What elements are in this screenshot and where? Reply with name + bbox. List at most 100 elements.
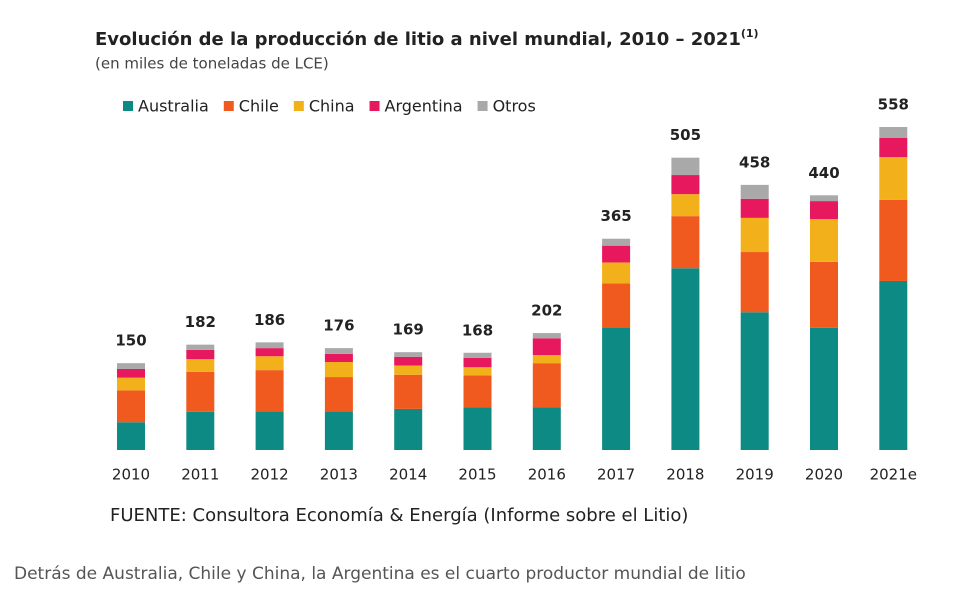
x-tick-label: 2017 xyxy=(597,466,635,484)
bar-segment xyxy=(740,252,769,313)
total-label: 558 xyxy=(878,96,909,114)
bar-segment xyxy=(394,352,423,357)
bar-segment xyxy=(532,355,561,364)
legend-label: Argentina xyxy=(385,97,463,116)
bar-segment xyxy=(117,377,145,391)
caption: Detrás de Australia, Chile y China, la A… xyxy=(14,564,746,584)
bar-segment xyxy=(463,375,492,408)
total-label: 169 xyxy=(393,321,424,339)
bar-segment xyxy=(879,157,908,200)
x-tick-label: 2014 xyxy=(389,466,427,484)
bar-segment xyxy=(602,262,631,284)
bar-segment xyxy=(186,371,215,412)
legend-swatch xyxy=(223,101,234,111)
x-tick-label: 2010 xyxy=(112,466,150,484)
legend-swatch xyxy=(293,101,304,111)
bar-segment xyxy=(879,199,908,281)
bar-segment xyxy=(879,137,908,158)
bar-segment xyxy=(463,367,492,376)
total-label: 168 xyxy=(462,321,493,339)
bar-segment xyxy=(602,283,631,328)
x-tick-label: 2021e xyxy=(870,466,917,484)
bar-segment xyxy=(810,327,838,450)
bar-segment xyxy=(463,357,492,368)
total-label: 176 xyxy=(323,317,354,335)
legend: Australia Chile China Argentina Otros xyxy=(123,97,536,116)
bar-segment xyxy=(671,268,700,450)
bar-segment xyxy=(394,356,423,366)
total-label: 202 xyxy=(531,302,562,320)
bar-segment xyxy=(394,374,423,409)
bar-segment xyxy=(463,407,492,450)
bar-segment xyxy=(740,217,769,253)
x-tick-label: 2015 xyxy=(458,466,496,484)
x-tick-label: 2013 xyxy=(320,466,358,484)
title-note: (1) xyxy=(741,27,759,40)
bar-segment xyxy=(117,368,145,378)
bar-segment xyxy=(394,365,423,375)
total-label: 440 xyxy=(808,164,839,182)
bar-segment xyxy=(186,411,215,450)
x-tick-label: 2012 xyxy=(251,466,289,484)
bar-segment xyxy=(255,342,284,349)
bar-segment xyxy=(671,175,700,195)
x-tick-label: 2018 xyxy=(666,466,704,484)
title-text: Evolución de la producción de litio a ni… xyxy=(95,29,741,50)
bar-segment xyxy=(879,280,908,450)
x-tick-label: 2016 xyxy=(528,466,566,484)
legend-label: Australia xyxy=(138,97,209,116)
bar-segment xyxy=(671,157,700,176)
bar-segment xyxy=(602,327,631,450)
x-tick-label: 2019 xyxy=(736,466,774,484)
legend-swatch xyxy=(477,101,488,111)
bar-segment xyxy=(394,408,423,450)
source: FUENTE: Consultora Economía & Energía (I… xyxy=(110,505,688,526)
bar-segment xyxy=(255,370,284,412)
legend-swatch xyxy=(369,101,380,111)
bar-segment xyxy=(879,127,908,138)
bar-segment xyxy=(324,411,353,450)
bar-segment xyxy=(186,359,215,372)
bar-segment xyxy=(532,333,561,339)
bar-segment xyxy=(117,422,145,450)
bar-segment xyxy=(740,198,769,218)
legend-label: China xyxy=(309,97,355,116)
bar-segment xyxy=(602,238,631,246)
bar-segment xyxy=(324,348,353,354)
bar-segment xyxy=(255,411,284,450)
bar-segment xyxy=(532,363,561,408)
bar-segment xyxy=(810,219,838,262)
bar-segment xyxy=(671,216,700,269)
bar-segment xyxy=(810,195,838,202)
bar-segment xyxy=(463,352,492,358)
bar-segment xyxy=(255,348,284,357)
bar-segment xyxy=(740,312,769,450)
total-label: 182 xyxy=(185,313,216,331)
chart-title: Evolución de la producción de litio a ni… xyxy=(95,27,759,50)
bar-segment xyxy=(324,377,353,412)
bar-segment xyxy=(324,353,353,363)
legend-label: Otros xyxy=(493,97,536,116)
total-label: 150 xyxy=(115,332,146,350)
bar-segment xyxy=(324,362,353,378)
plot: 150 2010 182 2011 186 2012 176 2013 169 2014 168 20… xyxy=(112,96,917,484)
legend-label: Chile xyxy=(239,97,279,116)
bar-segment xyxy=(810,201,838,220)
bar-segment xyxy=(671,194,700,217)
total-label: 505 xyxy=(670,126,701,144)
bar-segment xyxy=(602,245,631,263)
x-tick-label: 2020 xyxy=(805,466,843,484)
chart-subtitle: (en miles de toneladas de LCE) xyxy=(95,55,329,73)
bar-segment xyxy=(186,349,215,360)
bar-segment xyxy=(117,390,145,423)
bar-segment xyxy=(740,184,769,199)
total-label: 186 xyxy=(254,311,285,329)
bar-segment xyxy=(255,356,284,371)
bar-segment xyxy=(810,261,838,328)
total-label: 365 xyxy=(600,207,631,225)
bar-segment xyxy=(186,344,215,350)
bar-segment xyxy=(532,407,561,450)
bar-segment xyxy=(532,338,561,356)
bar-segment xyxy=(117,363,145,369)
